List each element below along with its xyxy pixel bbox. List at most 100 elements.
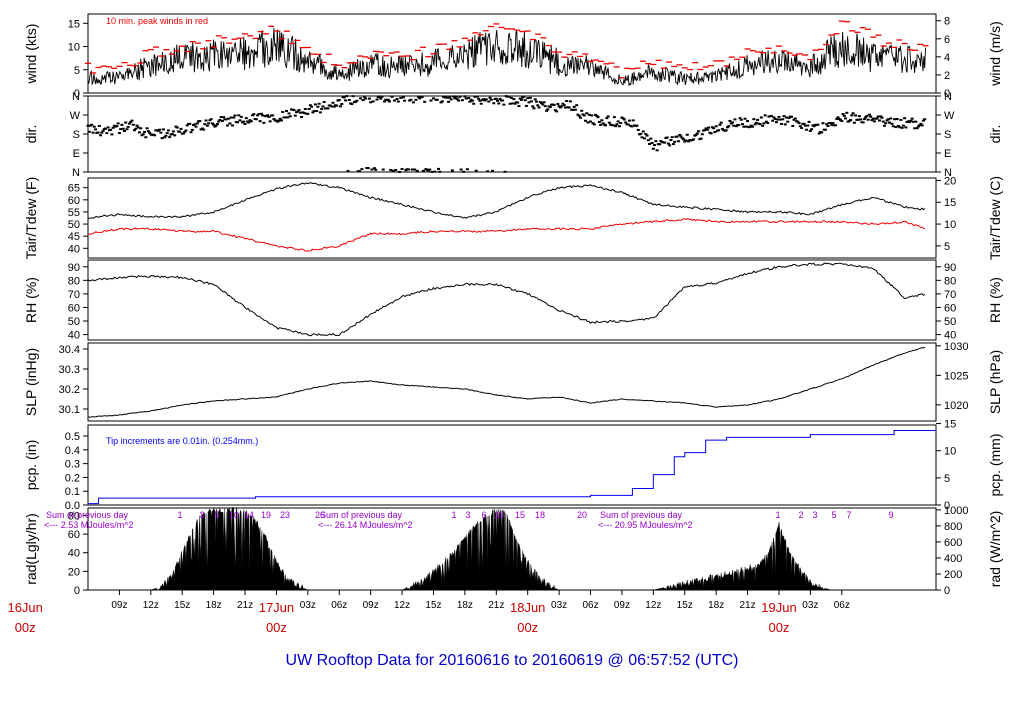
wind-direction-point	[882, 124, 886, 127]
wind-direction-point	[360, 168, 364, 171]
wind-direction-point	[849, 119, 853, 122]
wind-direction-point	[631, 119, 635, 122]
wind-direction-point	[228, 122, 232, 125]
wind-direction-point	[195, 122, 199, 125]
wind-direction-point	[884, 122, 888, 125]
wind-direction-point	[595, 114, 599, 117]
wind-direction-point	[189, 131, 193, 134]
wind-direction-point	[104, 127, 108, 130]
wind-direction-point	[639, 132, 643, 135]
wind-direction-point	[707, 126, 711, 129]
wind-direction-point	[101, 129, 105, 132]
wind-direction-point	[526, 97, 530, 100]
wind-direction-point	[237, 114, 241, 117]
wind-direction-point	[762, 122, 766, 125]
y-axis-title-right: Tair/Tdew (C)	[987, 176, 1003, 260]
hour-marker: 14	[244, 510, 254, 520]
wind-direction-point	[700, 133, 704, 136]
hour-marker: 3	[199, 510, 204, 520]
wind-direction-point	[496, 99, 500, 102]
wind-direction-point	[433, 170, 437, 173]
wind-direction-point	[200, 127, 204, 130]
wind-direction-point	[894, 126, 898, 129]
left-tick-label: 70	[68, 289, 80, 301]
wind-direction-point	[488, 96, 492, 99]
wind-direction-point	[556, 102, 560, 105]
time-tick-label: 06z	[582, 600, 598, 611]
wind-direction-point	[536, 104, 540, 107]
wind-direction-point	[900, 126, 904, 129]
wind-direction-point	[645, 134, 649, 137]
right-tick-label: 1000	[944, 505, 968, 517]
wind-direction-point	[94, 128, 98, 131]
wind-direction-point	[303, 108, 307, 111]
wind-direction-point	[144, 136, 148, 139]
wind-direction-point	[345, 95, 349, 98]
wind-direction-point	[586, 121, 590, 124]
wind-direction-point	[808, 129, 812, 132]
left-tick-label: 45	[68, 231, 80, 243]
wind-direction-point	[761, 124, 765, 127]
right-tick-label: 1020	[944, 400, 968, 412]
wind-direction-point	[806, 124, 810, 127]
wind-direction-point	[727, 125, 731, 128]
wind-direction-point	[611, 124, 615, 127]
wind-direction-point	[462, 170, 466, 173]
right-tick-label: S	[944, 129, 951, 141]
wind-direction-point	[626, 123, 630, 126]
wind-direction-point	[119, 128, 123, 131]
wind-direction-point	[844, 117, 848, 120]
wind-direction-point	[889, 117, 893, 120]
wind-direction-point	[391, 169, 395, 172]
wind-direction-point	[719, 121, 723, 124]
wind-direction-point	[283, 116, 287, 119]
date-hour-label: 00z	[768, 620, 789, 635]
wind-direction-point	[778, 118, 782, 121]
wind-direction-point	[208, 119, 212, 122]
wind-direction-point	[879, 115, 883, 118]
wind-direction-point	[224, 118, 228, 121]
wind-direction-point	[630, 125, 634, 128]
wind-direction-point	[599, 123, 603, 126]
wind-direction-point	[886, 118, 890, 121]
panel-frame	[87, 95, 937, 173]
right-tick-label: 5	[944, 473, 950, 485]
wind-direction-point	[899, 118, 903, 121]
wind-direction-point	[684, 139, 688, 142]
wind-direction-point	[230, 124, 234, 127]
wind-direction-point	[835, 117, 839, 120]
wind-direction-point	[654, 140, 658, 143]
wind-direction-point	[474, 169, 478, 172]
wind-direction-point	[636, 128, 640, 131]
wind-direction-point	[125, 128, 129, 131]
wind-direction-point	[763, 114, 767, 117]
left-tick-label: 40	[68, 243, 80, 255]
wind-direction-point	[653, 144, 657, 147]
wind-direction-point	[339, 105, 343, 108]
wind-direction-point	[862, 118, 866, 121]
hour-marker: 5	[831, 510, 836, 520]
wind-direction-point	[271, 114, 275, 117]
wind-direction-point	[738, 117, 742, 120]
wind-direction-point	[703, 129, 707, 132]
hour-marker: 1	[177, 510, 182, 520]
wind-direction-point	[748, 125, 752, 128]
right-tick-label: 10	[944, 446, 956, 458]
wind-direction-point	[479, 102, 483, 105]
wind-direction-point	[859, 118, 863, 121]
wind-direction-point	[377, 95, 381, 98]
wind-direction-point	[725, 126, 729, 129]
right-tick-label: 50	[944, 316, 956, 328]
wind-direction-point	[362, 95, 366, 98]
wind-direction-point	[225, 124, 229, 127]
panel-frame	[87, 13, 937, 94]
wind-direction-point	[179, 127, 183, 130]
wind-direction-point	[627, 119, 631, 122]
wind-direction-point	[668, 144, 672, 147]
wind-direction-point	[322, 100, 326, 103]
left-tick-label: 40	[68, 330, 80, 342]
right-tick-label: 0	[944, 88, 950, 100]
wind-direction-point	[779, 122, 783, 125]
wind-direction-point	[781, 118, 785, 121]
wind-direction-point	[203, 123, 207, 126]
